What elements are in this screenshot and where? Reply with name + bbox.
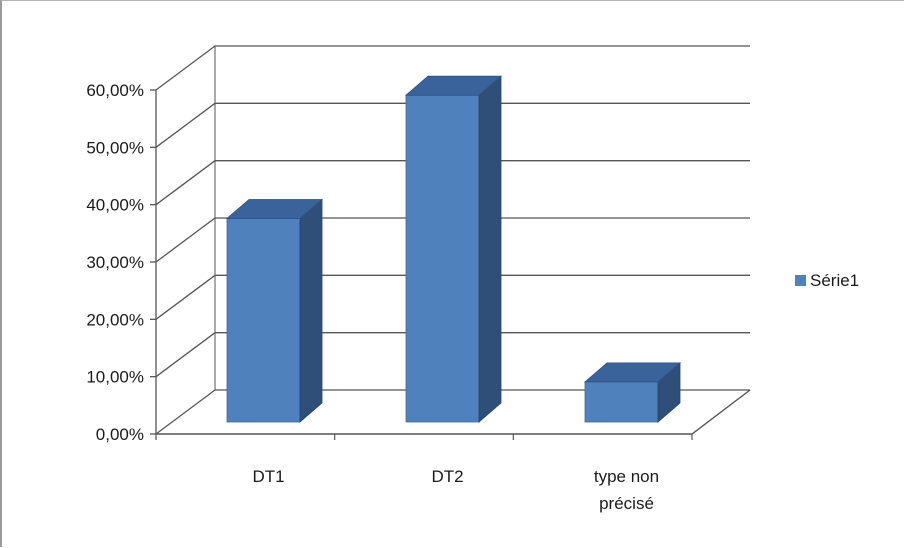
y-tick-label: 30,00% [86, 253, 144, 272]
bar-side [478, 75, 502, 423]
bar-front [584, 381, 659, 423]
bar-front [226, 218, 301, 423]
bar-2 [404, 75, 503, 423]
bar-top [404, 75, 503, 96]
y-tick-label: 40,00% [86, 196, 144, 215]
x-category-label: type non précisé [594, 467, 659, 513]
x-category-label: DT2 [431, 467, 463, 486]
x-category-label: DT1 [252, 467, 284, 486]
y-tick-label: 50,00% [86, 138, 144, 157]
bar-side [299, 198, 323, 423]
bar-front [405, 94, 480, 423]
y-tick-label: 10,00% [86, 368, 144, 387]
bar-top [583, 362, 682, 383]
y-tick-label: 20,00% [86, 310, 144, 329]
y-tick-label: 60,00% [86, 81, 144, 100]
bar-3 [583, 361, 682, 423]
legend: Série1 [795, 271, 859, 290]
legend-swatch [795, 275, 806, 286]
y-tick-label: 0,00% [96, 425, 144, 444]
legend-label: Série1 [810, 271, 859, 290]
bar-top [225, 199, 324, 219]
bar-1 [225, 198, 324, 423]
